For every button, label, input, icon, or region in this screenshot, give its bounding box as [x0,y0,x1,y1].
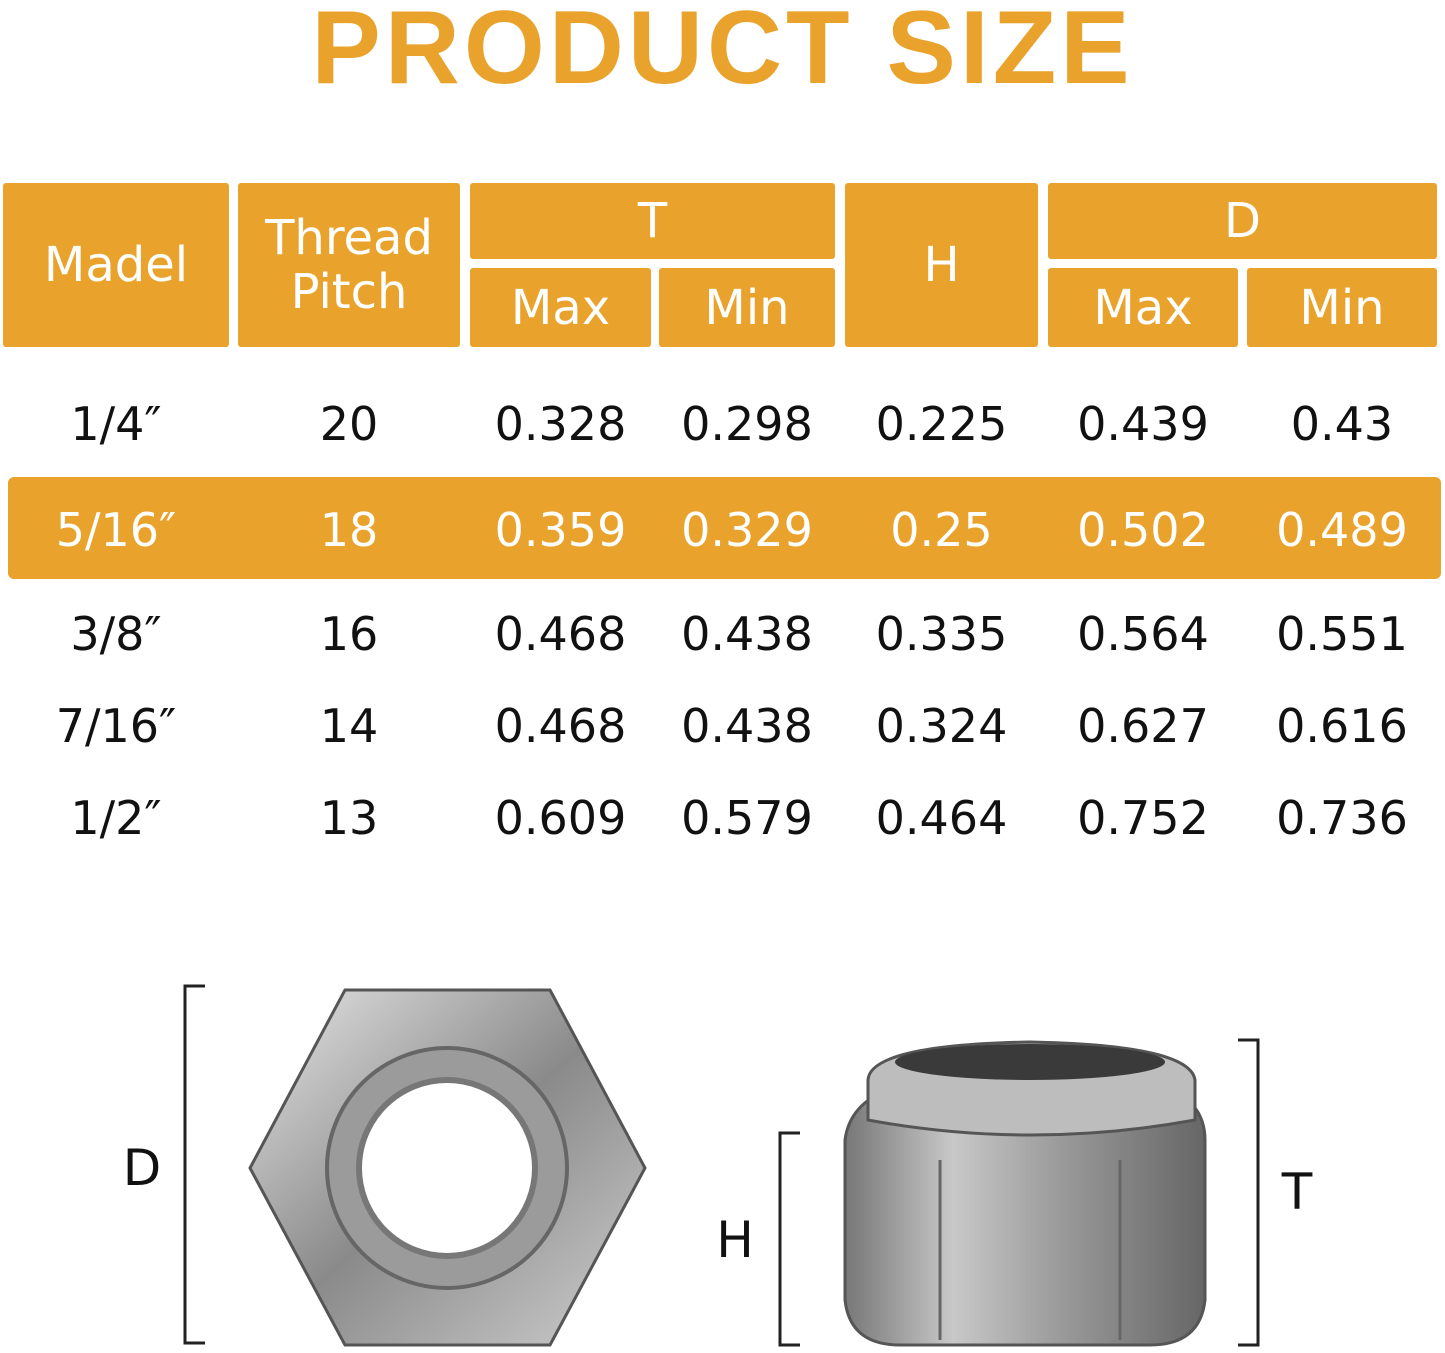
value-cell: 0.43 [1290,397,1394,451]
title: PRODUCT SIZE [311,0,1134,106]
value-cell: 0.464 [875,791,1008,845]
model-cell: 3/8″ [70,607,162,661]
value-cell: 0.329 [681,503,813,557]
header-d-max: Max [1048,268,1238,347]
value-cell: 18 [319,503,379,557]
label-t: T [1281,1163,1313,1221]
value-cell: 0.502 [1077,503,1209,557]
value-cell: 0.551 [1276,607,1408,661]
value-cell: 0.298 [681,397,813,451]
value-cell: 0.328 [494,397,627,451]
nut-front [248,988,647,1347]
brackets [183,984,1260,1347]
value-cell: 0.489 [1276,503,1408,557]
value-cell: 0.468 [494,699,627,753]
header-d: D [1048,183,1437,259]
value-cell: 0.225 [875,397,1008,451]
header-model: Madel [3,183,229,347]
value-cell: 0.616 [1276,699,1408,753]
header-thread-pitch: Thread Pitch [238,183,460,347]
value-cell: 13 [319,791,379,845]
value-cell: 0.438 [681,699,813,753]
value-cell: 0.335 [875,607,1008,661]
value-cell: 16 [319,607,379,661]
header-h: H [845,183,1038,347]
value-cell: 0.438 [681,607,813,661]
value-cell: 0.468 [494,607,627,661]
value-cell: 0.579 [681,791,813,845]
value-cell: 14 [319,699,379,753]
value-cell: 0.439 [1077,397,1209,451]
model-cell: 1/2″ [70,791,162,845]
value-cell: 0.752 [1077,791,1209,845]
value-cell: 0.564 [1077,607,1209,661]
label-h: H [716,1211,754,1269]
label-d: D [122,1139,162,1197]
nut-side [843,1040,1207,1347]
model-cell: 5/16″ [55,503,177,557]
value-cell: 0.736 [1276,791,1408,845]
header-t-min: Min [659,268,835,347]
value-cell: 0.359 [494,503,627,557]
header-t-max: Max [470,268,651,347]
value-cell: 0.627 [1077,699,1209,753]
value-cell: 0.609 [494,791,627,845]
model-cell: 1/4″ [70,397,162,451]
header-d-min: Min [1247,268,1437,347]
value-cell: 20 [319,397,379,451]
header-t: T [470,183,835,259]
value-cell: 0.324 [875,699,1008,753]
highlight-row [8,477,1441,579]
value-cell: 0.25 [890,503,993,557]
model-cell: 7/16″ [55,699,177,753]
